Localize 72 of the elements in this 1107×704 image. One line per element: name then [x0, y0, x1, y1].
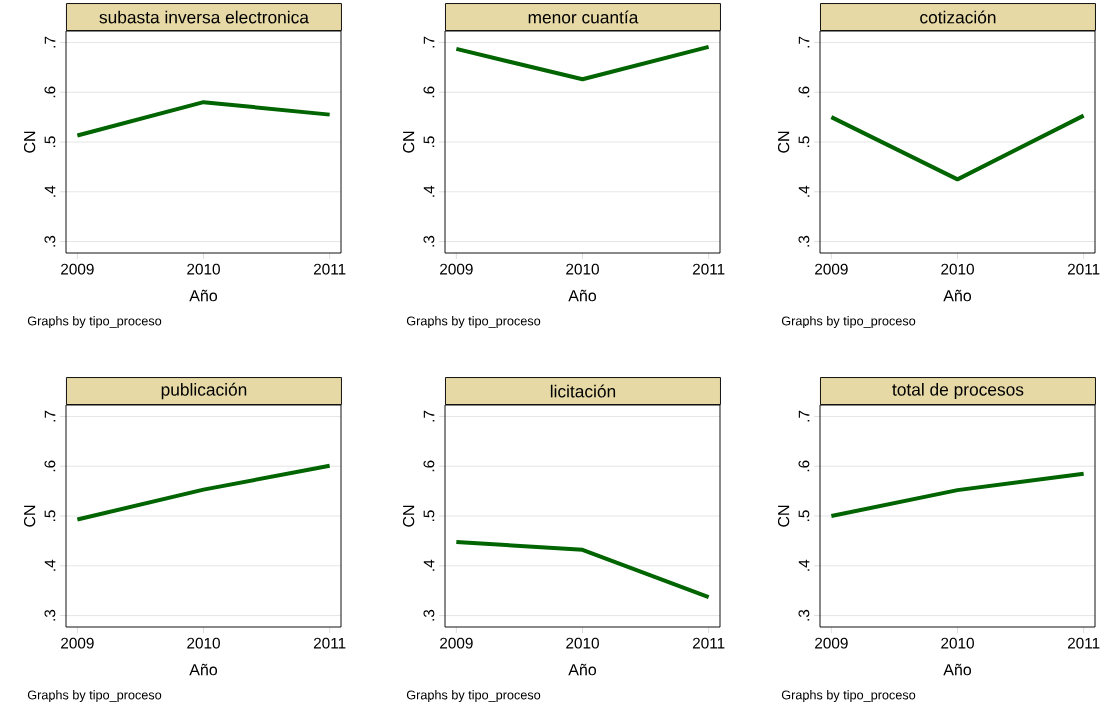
chart-title: total de procesos [892, 382, 1024, 400]
x-tick-label: 2010 [566, 263, 599, 275]
y-tick-label: .4 [44, 185, 56, 197]
y-tick-label: .6 [798, 460, 810, 472]
y-tick-label: .7 [798, 36, 810, 48]
y-tick-label: .5 [44, 136, 56, 147]
y-tick-label: .6 [798, 86, 810, 98]
text: Graphs by tipo_proceso [406, 316, 541, 328]
y-tick-label: .4 [423, 185, 435, 197]
y-axis-title: CN [777, 505, 790, 527]
y-tick-label: .3 [423, 609, 435, 621]
x-tick-label: 2011 [313, 263, 346, 275]
x-tick-label: 2009 [440, 263, 473, 275]
text: Graphs by tipo_proceso [27, 690, 162, 702]
chart-title: cotización [920, 10, 996, 24]
y-tick-label: .6 [423, 460, 435, 472]
x-axis-title: Año [189, 663, 218, 676]
x-tick-label: 2010 [187, 637, 220, 649]
text: Graphs by tipo_proceso [781, 690, 916, 702]
y-tick-label: .5 [423, 136, 435, 147]
y-tick-label: .6 [44, 460, 56, 472]
y-tick-label: .7 [423, 36, 435, 48]
x-tick-label: 2010 [566, 637, 599, 649]
y-tick-label: .4 [798, 185, 810, 197]
y-tick-label: .7 [798, 410, 810, 422]
x-tick-label: 2011 [1067, 637, 1100, 649]
x-axis-title: Año [568, 663, 597, 676]
chart-title: subasta inversa electronica [99, 10, 309, 24]
y-axis-title: CN [402, 505, 415, 527]
x-tick-label: 2011 [692, 263, 725, 275]
y-tick-label: .3 [798, 235, 810, 247]
y-tick-label: .7 [44, 36, 56, 48]
y-tick-label: .3 [44, 235, 56, 247]
y-tick-label: .5 [423, 510, 435, 521]
chart-title: menor cuantía [528, 10, 639, 24]
y-axis-title: CN [402, 131, 415, 153]
x-tick-label: 2009 [815, 637, 848, 649]
y-axis-title: CN [777, 131, 790, 153]
y-tick-label: .4 [423, 559, 435, 571]
x-tick-label: 2011 [1067, 263, 1100, 275]
text: Graphs by tipo_proceso [406, 690, 541, 702]
y-tick-label: .3 [798, 609, 810, 621]
x-axis-title: Año [943, 289, 972, 302]
y-tick-label: .5 [44, 510, 56, 521]
x-tick-label: 2011 [313, 637, 346, 649]
x-tick-label: 2011 [692, 637, 725, 649]
y-tick-label: .3 [423, 235, 435, 247]
x-tick-label: 2010 [187, 263, 220, 275]
x-tick-label: 2009 [61, 263, 94, 275]
y-tick-label: .6 [423, 86, 435, 98]
y-axis-title: CN [23, 131, 36, 153]
x-axis-title: Año [943, 663, 972, 676]
text: Graphs by tipo_proceso [27, 316, 162, 328]
y-axis-title: CN [23, 505, 36, 527]
y-tick-label: .7 [44, 410, 56, 422]
y-tick-label: .7 [423, 410, 435, 422]
x-tick-label: 2009 [815, 263, 848, 275]
x-tick-label: 2009 [61, 637, 94, 649]
text: Graphs by tipo_proceso [781, 316, 916, 328]
chart-title: licitación [550, 384, 616, 398]
x-tick-label: 2010 [941, 263, 974, 275]
y-tick-label: .5 [798, 510, 810, 521]
x-tick-label: 2009 [440, 637, 473, 649]
y-tick-label: .6 [44, 86, 56, 98]
x-tick-label: 2010 [941, 637, 974, 649]
x-axis-title: Año [189, 289, 218, 302]
y-tick-label: .3 [44, 609, 56, 621]
y-tick-label: .5 [798, 136, 810, 147]
chart-title: publicación [161, 382, 247, 400]
x-axis-title: Año [568, 289, 597, 302]
y-tick-label: .4 [44, 559, 56, 571]
y-tick-label: .4 [798, 559, 810, 571]
